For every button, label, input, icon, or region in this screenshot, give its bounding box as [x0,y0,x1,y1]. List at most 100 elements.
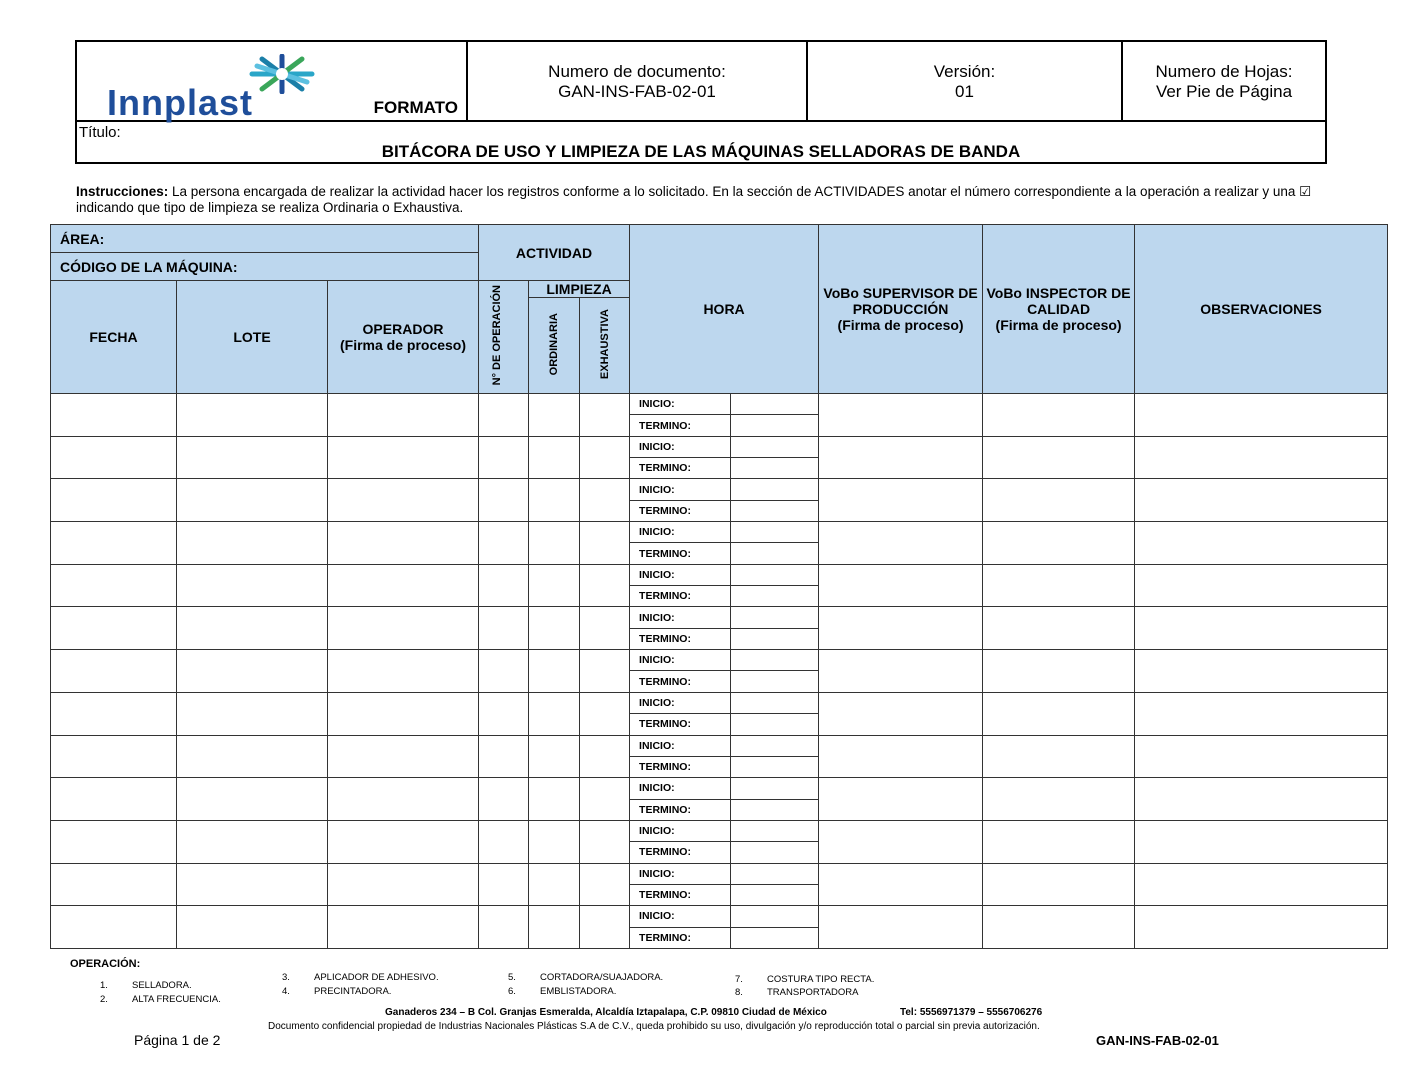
observaciones-cell[interactable] [1134,435,1389,480]
fecha-cell[interactable] [50,819,177,864]
num-operacion-cell[interactable] [478,905,530,949]
exhaustiva-cell[interactable] [579,478,631,523]
termino-time-cell[interactable] [730,499,820,523]
vobo-inspector-cell[interactable] [982,862,1136,907]
fecha-cell[interactable] [50,905,177,949]
num-operacion-cell[interactable] [478,521,530,565]
fecha-cell[interactable] [50,777,177,821]
observaciones-cell[interactable] [1134,478,1389,523]
inicio-time-cell[interactable] [730,691,820,715]
termino-time-cell[interactable] [730,542,820,565]
inicio-time-cell[interactable] [730,521,820,544]
fecha-cell[interactable] [50,649,177,693]
inicio-time-cell[interactable] [730,392,820,416]
vobo-inspector-cell[interactable] [982,649,1136,693]
vobo-supervisor-cell[interactable] [818,862,984,907]
vobo-inspector-cell[interactable] [982,393,1136,437]
lote-cell[interactable] [176,521,328,565]
observaciones-cell[interactable] [1134,563,1389,608]
ordinaria-cell[interactable] [528,777,581,821]
vobo-supervisor-cell[interactable] [818,691,984,736]
ordinaria-cell[interactable] [528,819,581,864]
lote-cell[interactable] [176,563,328,608]
inicio-time-cell[interactable] [730,563,820,587]
lote-cell[interactable] [176,862,328,907]
num-operacion-cell[interactable] [478,393,530,437]
operador-cell[interactable] [326,819,480,864]
ordinaria-cell[interactable] [528,691,581,736]
exhaustiva-cell[interactable] [579,521,631,565]
ordinaria-cell[interactable] [528,734,581,779]
num-operacion-cell[interactable] [478,435,530,480]
operador-cell[interactable] [326,393,480,437]
observaciones-cell[interactable] [1134,777,1389,821]
num-operacion-cell[interactable] [478,606,530,651]
inicio-time-cell[interactable] [730,862,820,885]
num-operacion-cell[interactable] [478,862,530,907]
lote-cell[interactable] [176,905,328,949]
area-field[interactable]: ÁREA: [49,224,480,253]
num-operacion-cell[interactable] [478,819,530,864]
vobo-inspector-cell[interactable] [982,691,1136,736]
termino-time-cell[interactable] [730,798,820,821]
fecha-cell[interactable] [50,862,177,907]
inicio-time-cell[interactable] [730,649,820,672]
termino-time-cell[interactable] [730,841,820,864]
inicio-time-cell[interactable] [730,478,820,501]
lote-cell[interactable] [176,691,328,736]
vobo-inspector-cell[interactable] [982,606,1136,651]
exhaustiva-cell[interactable] [579,862,631,907]
fecha-cell[interactable] [50,478,177,523]
operador-cell[interactable] [326,734,480,779]
vobo-supervisor-cell[interactable] [818,819,984,864]
vobo-supervisor-cell[interactable] [818,393,984,437]
observaciones-cell[interactable] [1134,862,1389,907]
lote-cell[interactable] [176,435,328,480]
observaciones-cell[interactable] [1134,606,1389,651]
ordinaria-cell[interactable] [528,905,581,949]
exhaustiva-cell[interactable] [579,393,631,437]
lote-cell[interactable] [176,606,328,651]
vobo-supervisor-cell[interactable] [818,435,984,480]
termino-time-cell[interactable] [730,627,820,651]
ordinaria-cell[interactable] [528,521,581,565]
inicio-time-cell[interactable] [730,734,820,757]
exhaustiva-cell[interactable] [579,606,631,651]
vobo-supervisor-cell[interactable] [818,905,984,949]
operador-cell[interactable] [326,777,480,821]
exhaustiva-cell[interactable] [579,563,631,608]
ordinaria-cell[interactable] [528,435,581,480]
inicio-time-cell[interactable] [730,606,820,629]
fecha-cell[interactable] [50,734,177,779]
vobo-supervisor-cell[interactable] [818,777,984,821]
ordinaria-cell[interactable] [528,478,581,523]
vobo-supervisor-cell[interactable] [818,649,984,693]
lote-cell[interactable] [176,734,328,779]
machine-code-field[interactable]: CÓDIGO DE LA MÁQUINA: [49,252,480,281]
inicio-time-cell[interactable] [730,819,820,843]
observaciones-cell[interactable] [1134,649,1389,693]
fecha-cell[interactable] [50,563,177,608]
lote-cell[interactable] [176,478,328,523]
vobo-supervisor-cell[interactable] [818,521,984,565]
lote-cell[interactable] [176,777,328,821]
exhaustiva-cell[interactable] [579,649,631,693]
termino-time-cell[interactable] [730,883,820,907]
vobo-supervisor-cell[interactable] [818,606,984,651]
num-operacion-cell[interactable] [478,649,530,693]
num-operacion-cell[interactable] [478,563,530,608]
observaciones-cell[interactable] [1134,691,1389,736]
num-operacion-cell[interactable] [478,478,530,523]
vobo-inspector-cell[interactable] [982,563,1136,608]
termino-time-cell[interactable] [730,457,820,480]
observaciones-cell[interactable] [1134,393,1389,437]
operador-cell[interactable] [326,606,480,651]
vobo-supervisor-cell[interactable] [818,478,984,523]
lote-cell[interactable] [176,819,328,864]
fecha-cell[interactable] [50,435,177,480]
operador-cell[interactable] [326,905,480,949]
ordinaria-cell[interactable] [528,563,581,608]
ordinaria-cell[interactable] [528,393,581,437]
fecha-cell[interactable] [50,393,177,437]
termino-time-cell[interactable] [730,713,820,736]
